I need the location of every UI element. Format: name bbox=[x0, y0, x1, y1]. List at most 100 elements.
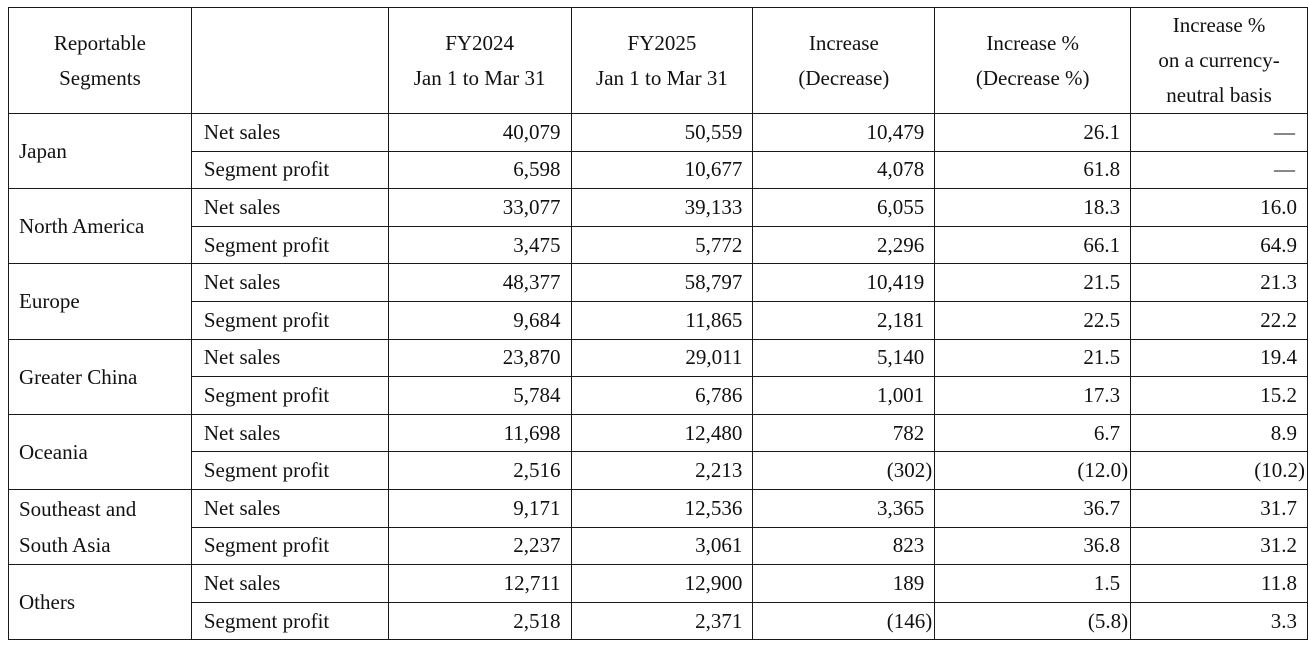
fy2025-value-cell: 50,559 bbox=[570, 113, 754, 152]
increase-pct-value: 36.8 bbox=[1083, 533, 1121, 558]
table-row: Segment profit 9,684 11,865 2,181 22.5 22.2 bbox=[9, 300, 1308, 340]
fy2025-value-cell: 12,536 bbox=[570, 488, 754, 528]
fy2024-value-cell: 40,079 bbox=[387, 113, 572, 152]
line-item-label: Net sales bbox=[190, 113, 389, 152]
table-row: North America Net sales 33,077 39,133 6,055 1… bbox=[8, 188, 1308, 265]
increase-pct-value: 61.8 bbox=[1083, 157, 1121, 182]
increase-pct-value-cell: 21.5 bbox=[934, 263, 1132, 302]
increase-value: (146) bbox=[886, 608, 933, 633]
fy2025-value-cell: 12,480 bbox=[570, 413, 754, 453]
table-row: Segment profit 2,237 3,061 823 36.8 31.2 bbox=[9, 526, 1308, 566]
header-text: Reportable bbox=[53, 30, 146, 55]
segment-name-cell: Southeast and South Asia bbox=[8, 488, 192, 566]
increase-pct-value-cell: 6.7 bbox=[934, 413, 1132, 453]
currency-neutral-pct-value: — bbox=[1274, 119, 1295, 144]
segment-name-cell: Greater China bbox=[8, 338, 192, 415]
header-reportable-segments: Reportable Segments bbox=[8, 7, 192, 114]
segment-name: Others bbox=[19, 590, 75, 615]
fy2024-value: 3,475 bbox=[513, 232, 561, 257]
segment-name: South Asia bbox=[19, 533, 111, 558]
fy2025-value: 12,900 bbox=[684, 570, 743, 595]
increase-pct-value: 17.3 bbox=[1083, 382, 1121, 407]
fy2024-value: 12,711 bbox=[503, 570, 561, 595]
header-text: on a currency- bbox=[1158, 48, 1280, 72]
table-row: Southeast and South Asia Net sales 9,171 12,… bbox=[8, 488, 1308, 566]
currency-neutral-pct-value-cell: 31.2 bbox=[1130, 526, 1308, 566]
fy2024-value-cell: 6,598 bbox=[387, 150, 572, 190]
fy2025-value-cell: 3,061 bbox=[570, 526, 754, 566]
table-row: Europe Net sales 48,377 58,797 10,419 21.5 21.… bbox=[8, 263, 1308, 340]
fy2024-value: 9,171 bbox=[513, 495, 561, 520]
increase-pct-value: 1.5 bbox=[1093, 570, 1121, 595]
line-item-label: Segment profit bbox=[190, 300, 389, 340]
increase-value: 3,365 bbox=[877, 495, 925, 520]
increase-value: 189 bbox=[892, 570, 925, 595]
line-item-label: Net sales bbox=[190, 564, 389, 603]
line-item-label: Segment profit bbox=[190, 526, 389, 566]
table-row: Japan Net sales 40,079 50,559 10,479 26.1 — bbox=[8, 112, 1308, 190]
fy2024-value-cell: 2,518 bbox=[387, 601, 572, 641]
table-row: Greater China Net sales 23,870 29,011 5,140 2… bbox=[8, 338, 1308, 415]
fy2024-value-cell: 9,171 bbox=[387, 488, 572, 528]
header-fy2025: FY2025 Jan 1 to Mar 31 bbox=[570, 7, 754, 114]
increase-pct-value: (12.0) bbox=[1077, 458, 1129, 483]
fy2024-value: 2,518 bbox=[513, 608, 561, 633]
fy2025-value: 5,772 bbox=[695, 232, 743, 257]
fy2025-value: 6,786 bbox=[695, 382, 743, 407]
currency-neutral-pct-value: 31.2 bbox=[1260, 533, 1297, 558]
fy2024-value-cell: 9,684 bbox=[387, 300, 572, 340]
increase-pct-value: 22.5 bbox=[1083, 307, 1121, 332]
increase-pct-value: 18.3 bbox=[1083, 194, 1121, 219]
increase-value-cell: 5,140 bbox=[752, 338, 936, 378]
fy2025-value: 12,480 bbox=[684, 420, 743, 445]
increase-value: 4,078 bbox=[877, 157, 925, 182]
increase-pct-value-cell: 36.7 bbox=[934, 488, 1132, 528]
increase-value: 10,479 bbox=[866, 119, 925, 144]
currency-neutral-pct-value-cell: 8.9 bbox=[1130, 413, 1308, 453]
fy2024-value: 5,784 bbox=[513, 382, 561, 407]
line-item-label: Segment profit bbox=[190, 601, 389, 641]
increase-value: 1,001 bbox=[877, 382, 925, 407]
fy2024-value: 23,870 bbox=[502, 345, 561, 370]
header-currency-neutral: Increase % on a currency- neutral basis bbox=[1130, 7, 1308, 114]
increase-value-cell: (146) bbox=[752, 601, 936, 641]
table-row: Oceania Net sales 11,698 12,480 782 6.7 8.9 bbox=[8, 413, 1308, 490]
increase-pct-value: 36.7 bbox=[1083, 495, 1121, 520]
fy2025-value-cell: 10,677 bbox=[570, 150, 754, 190]
line-item-label: Net sales bbox=[190, 263, 389, 302]
line-item-label: Net sales bbox=[190, 188, 389, 227]
increase-value-cell: 2,296 bbox=[752, 225, 936, 265]
currency-neutral-pct-value: 11.8 bbox=[1261, 570, 1297, 595]
increase-value-cell: 1,001 bbox=[752, 376, 936, 415]
currency-neutral-pct-value: 21.3 bbox=[1260, 270, 1297, 295]
currency-neutral-pct-value: 15.2 bbox=[1260, 382, 1297, 407]
increase-value: 823 bbox=[892, 533, 925, 558]
header-increase: Increase (Decrease) bbox=[752, 7, 936, 114]
fy2025-value-cell: 2,371 bbox=[570, 601, 754, 641]
increase-pct-value: 6.7 bbox=[1093, 420, 1121, 445]
line-item-label: Net sales bbox=[190, 488, 389, 528]
currency-neutral-pct-value: 16.0 bbox=[1260, 194, 1297, 219]
fy2025-value: 3,061 bbox=[695, 533, 743, 558]
currency-neutral-pct-value-cell: 16.0 bbox=[1130, 188, 1308, 227]
line-item-label: Net sales bbox=[190, 338, 389, 378]
increase-value: 2,181 bbox=[877, 307, 925, 332]
increase-pct-value-cell: 17.3 bbox=[934, 376, 1132, 415]
segment-name: Oceania bbox=[19, 439, 88, 464]
increase-value-cell: 189 bbox=[752, 564, 936, 603]
table-row: Others Net sales 12,711 12,900 189 1.5 11.8 bbox=[8, 564, 1308, 641]
increase-pct-value-cell: 66.1 bbox=[934, 225, 1132, 265]
fy2024-value: 48,377 bbox=[502, 270, 561, 295]
table-row: Segment profit 6,598 10,677 4,078 61.8 — bbox=[9, 150, 1308, 190]
fy2025-value: 2,213 bbox=[695, 458, 743, 483]
increase-pct-value-cell: 26.1 bbox=[934, 113, 1132, 152]
increase-value-cell: 3,365 bbox=[752, 488, 936, 528]
line-item-label: Segment profit bbox=[190, 225, 389, 265]
increase-pct-value-cell: 21.5 bbox=[934, 338, 1132, 378]
increase-pct-value-cell: 1.5 bbox=[934, 564, 1132, 603]
increase-value: 10,419 bbox=[866, 270, 925, 295]
segment-name-cell: Oceania bbox=[8, 413, 192, 490]
increase-value-cell: 2,181 bbox=[752, 300, 936, 340]
fy2024-value: 2,516 bbox=[513, 458, 561, 483]
fy2024-value: 11,698 bbox=[503, 420, 561, 445]
